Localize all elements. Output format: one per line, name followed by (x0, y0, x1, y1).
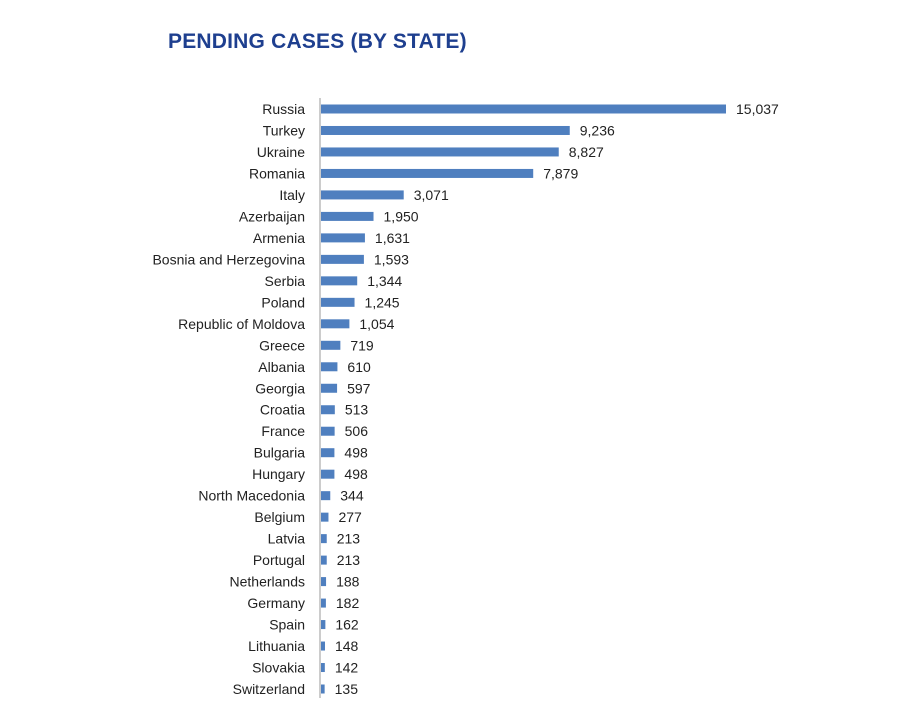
value-label: 344 (340, 488, 364, 504)
bar (321, 577, 327, 587)
bar (321, 684, 325, 694)
value-label: 506 (345, 423, 369, 439)
value-label: 498 (344, 445, 368, 461)
bar (321, 168, 534, 178)
bar (321, 491, 331, 501)
value-label: 213 (337, 531, 361, 547)
bar (321, 663, 325, 673)
bar (321, 405, 335, 415)
category-label: Ukraine (257, 144, 305, 160)
category-label: Republic of Moldova (178, 316, 305, 332)
category-label: Croatia (260, 402, 305, 418)
category-label: Germany (247, 595, 305, 611)
category-label: Albania (258, 359, 305, 375)
bar (321, 233, 365, 243)
value-label: 513 (345, 402, 369, 418)
value-label: 597 (347, 380, 371, 396)
value-label: 498 (344, 466, 368, 482)
bar (321, 448, 335, 458)
bar (321, 190, 404, 200)
category-label: Netherlands (230, 574, 306, 590)
category-label: Bosnia and Herzegovina (152, 251, 305, 267)
category-label: Greece (259, 337, 305, 353)
bar (321, 598, 326, 608)
bar (321, 125, 570, 135)
bar (321, 620, 326, 630)
bar (321, 555, 327, 565)
bar (321, 211, 374, 221)
bar (321, 469, 335, 479)
value-label: 7,879 (543, 165, 578, 181)
category-label: Azerbaijan (239, 208, 305, 224)
value-label: 188 (336, 574, 360, 590)
category-label: Spain (269, 617, 305, 633)
value-label: 1,950 (384, 208, 419, 224)
category-label: Hungary (252, 466, 305, 482)
value-label: 213 (337, 552, 361, 568)
value-label: 9,236 (580, 122, 615, 138)
value-label: 1,631 (375, 230, 410, 246)
value-label: 15,037 (736, 101, 779, 117)
value-label: 135 (335, 681, 359, 697)
value-label: 8,827 (569, 144, 604, 160)
value-label: 610 (347, 359, 371, 375)
value-label: 1,593 (374, 251, 409, 267)
value-label: 142 (335, 660, 359, 676)
value-label: 1,054 (359, 316, 394, 332)
category-label: North Macedonia (198, 488, 305, 504)
bar (321, 340, 341, 350)
bar (321, 319, 350, 329)
value-label: 3,071 (414, 187, 449, 203)
category-label: Armenia (253, 230, 305, 246)
chart-title: PENDING CASES (BY STATE) (168, 30, 467, 53)
value-label: 148 (335, 638, 359, 654)
bar (321, 534, 327, 544)
value-label: 182 (336, 595, 360, 611)
category-label: Portugal (253, 552, 305, 568)
category-label: Georgia (255, 380, 305, 396)
category-label: Serbia (265, 273, 306, 289)
category-label: Slovakia (252, 660, 305, 676)
category-label: Turkey (263, 122, 305, 138)
bar (321, 297, 355, 307)
category-label: Romania (249, 165, 305, 181)
bar (321, 104, 726, 114)
category-label: Russia (262, 101, 305, 117)
category-label: France (261, 423, 305, 439)
bar (321, 383, 338, 393)
category-label: Belgium (254, 509, 305, 525)
value-label: 1,344 (367, 273, 402, 289)
bar (321, 254, 364, 264)
category-label: Italy (279, 187, 305, 203)
category-label: Latvia (268, 531, 306, 547)
value-label: 277 (338, 509, 362, 525)
value-label: 719 (350, 337, 374, 353)
category-label: Switzerland (233, 681, 305, 697)
value-label: 1,245 (365, 294, 400, 310)
bar (321, 276, 358, 286)
bar (321, 641, 325, 651)
value-label: 162 (335, 617, 359, 633)
bar (321, 147, 559, 157)
bar (321, 426, 335, 436)
bar (321, 362, 338, 372)
category-label: Poland (261, 294, 305, 310)
category-label: Bulgaria (254, 445, 306, 461)
category-label: Lithuania (248, 638, 305, 654)
bar (321, 512, 329, 522)
